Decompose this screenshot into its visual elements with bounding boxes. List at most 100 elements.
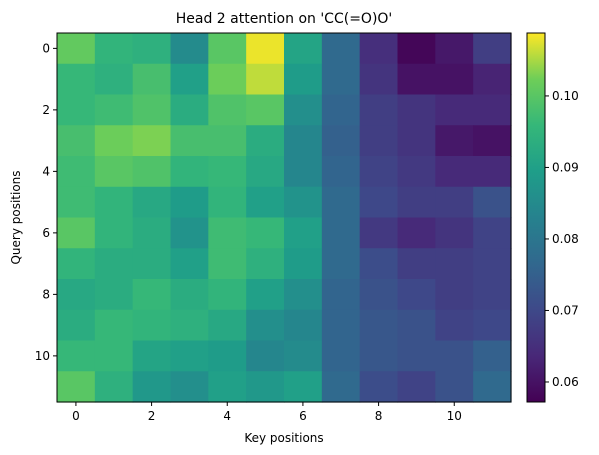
heatmap-cell xyxy=(435,371,474,403)
heatmap-cell xyxy=(246,63,285,96)
heatmap-cell xyxy=(170,217,209,249)
heatmap-cell xyxy=(397,94,436,126)
heatmap-cell xyxy=(208,248,247,280)
heatmap-cell xyxy=(132,217,172,249)
heatmap-cell xyxy=(321,309,361,342)
heatmap-cell xyxy=(57,340,96,372)
y-tick-label: 0 xyxy=(42,41,50,55)
heatmap-cell xyxy=(321,279,361,311)
heatmap-cell xyxy=(435,94,474,126)
heatmap-cell xyxy=(132,371,172,403)
colorbar xyxy=(526,32,546,403)
heatmap-cell xyxy=(397,217,436,249)
heatmap-cell xyxy=(208,217,247,249)
heatmap-cell xyxy=(284,125,323,157)
heatmap-cell xyxy=(397,248,436,280)
heatmap-cell xyxy=(170,309,209,342)
heatmap-cell xyxy=(473,217,512,249)
heatmap-cell xyxy=(57,125,96,157)
heatmap-cell xyxy=(284,63,323,96)
heatmap-cell xyxy=(94,33,134,65)
heatmap-cell xyxy=(359,63,399,96)
heatmap-cell xyxy=(170,340,209,372)
heatmap-cell xyxy=(208,63,247,96)
heatmap-cell xyxy=(473,340,512,372)
heatmap-cell xyxy=(473,309,512,342)
heatmap-cell xyxy=(435,63,474,96)
heatmap-cell xyxy=(246,340,285,372)
heatmap-cell xyxy=(57,309,96,342)
heatmap-cell xyxy=(284,371,323,403)
y-tick-label: 8 xyxy=(42,287,50,301)
heatmap-cell xyxy=(397,33,436,65)
heatmap-cell xyxy=(397,156,436,188)
heatmap-cell xyxy=(284,186,323,219)
heatmap-cell xyxy=(94,125,134,157)
heatmap-cell xyxy=(246,309,285,342)
heatmap-cell xyxy=(435,279,474,311)
x-tick-label: 8 xyxy=(375,409,383,423)
y-tick-label: 4 xyxy=(42,164,50,178)
heatmap-cell xyxy=(435,340,474,372)
colorbar-tick-label: 0.07 xyxy=(552,303,579,317)
heatmap-cell xyxy=(473,94,512,126)
x-tick-label: 6 xyxy=(299,409,307,423)
heatmap-cell xyxy=(359,125,399,157)
heatmap-cell xyxy=(208,340,247,372)
heatmap-cell xyxy=(473,248,512,280)
heatmap-cell xyxy=(397,186,436,219)
heatmap-cell xyxy=(435,186,474,219)
heatmap-cell xyxy=(435,156,474,188)
heatmap-cell xyxy=(435,33,474,65)
heatmap-cell xyxy=(359,186,399,219)
heatmap-cell xyxy=(284,279,323,311)
heatmap-cell xyxy=(57,156,96,188)
heatmap-cell xyxy=(359,309,399,342)
heatmap-cell xyxy=(473,125,512,157)
heatmap-cell xyxy=(435,125,474,157)
heatmap-cell xyxy=(208,279,247,311)
heatmap-cell xyxy=(208,309,247,342)
heatmap-cell xyxy=(435,309,474,342)
heatmap-cell xyxy=(170,33,209,65)
colorbar-tick-label: 0.10 xyxy=(552,89,579,103)
heatmap-cell xyxy=(94,63,134,96)
colorbar-tick-label: 0.09 xyxy=(552,160,579,174)
heatmap-cell xyxy=(132,186,172,219)
heatmap-cell xyxy=(473,33,512,65)
colorbar-tick-label: 0.06 xyxy=(552,375,579,389)
heatmap-cell xyxy=(208,371,247,403)
heatmap-cell xyxy=(132,340,172,372)
heatmap-cell xyxy=(246,217,285,249)
heatmap-cell xyxy=(435,248,474,280)
colorbar-ticks: 0.06 0.07 0.08 0.09 0.10 xyxy=(545,89,579,389)
heatmap-cell xyxy=(284,94,323,126)
heatmap-cell xyxy=(321,156,361,188)
heatmap-cell xyxy=(57,279,96,311)
heatmap-cell xyxy=(284,309,323,342)
heatmap-cell xyxy=(94,309,134,342)
heatmap-cell xyxy=(208,156,247,188)
heatmap-cell xyxy=(359,340,399,372)
chart-title: Head 2 attention on 'CC(=O)O' xyxy=(176,11,393,27)
heatmap-cell xyxy=(359,33,399,65)
plot-frame xyxy=(56,32,512,403)
heatmap-cell xyxy=(132,63,172,96)
heatmap-cell xyxy=(397,279,436,311)
heatmap-cell xyxy=(94,279,134,311)
heatmap-cell xyxy=(246,33,285,65)
heatmap-cell xyxy=(208,94,247,126)
heatmap-cell xyxy=(208,125,247,157)
heatmap-cells xyxy=(57,33,512,403)
y-axis-label: Query positions xyxy=(9,170,23,264)
heatmap-cell xyxy=(321,63,361,96)
heatmap-cell xyxy=(170,156,209,188)
heatmap-cell xyxy=(57,186,96,219)
heatmap-cell xyxy=(397,63,436,96)
heatmap-cell xyxy=(473,371,512,403)
heatmap-cell xyxy=(359,248,399,280)
y-tick-label: 10 xyxy=(35,349,50,363)
heatmap-cell xyxy=(473,63,512,96)
heatmap-cell xyxy=(284,33,323,65)
